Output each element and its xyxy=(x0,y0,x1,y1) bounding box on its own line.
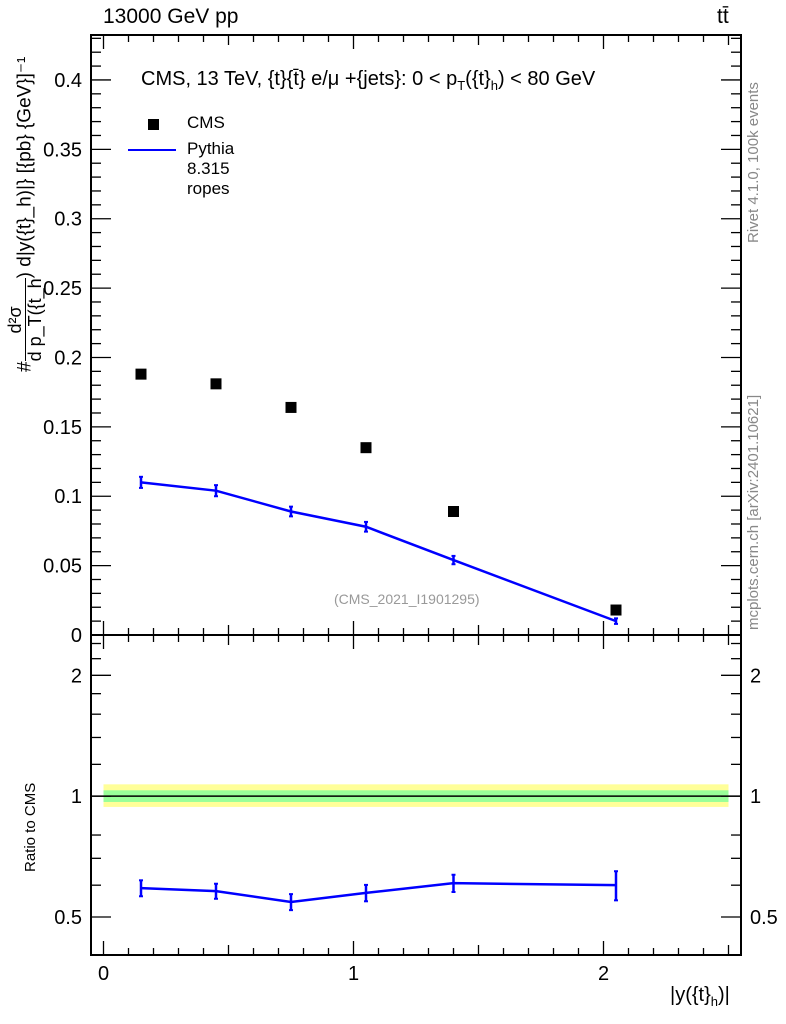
y-tick-label: 0.05 xyxy=(43,556,82,578)
ratio-mc-line xyxy=(140,881,617,904)
ylabel-den: d p_T({t_h xyxy=(25,278,45,362)
x-tick-label: 0 xyxy=(98,963,109,985)
legend-square-icon xyxy=(148,119,159,130)
rivet-label: Rivet 4.1.0, 100k events xyxy=(745,82,762,243)
title-end: ) < 80 GeV xyxy=(497,68,596,90)
ratio-y-tick-label-right: 1 xyxy=(750,786,761,808)
legend-label-mc: Pythia 8.315 ropes xyxy=(187,139,235,198)
xlabel-main: |y({t} xyxy=(670,984,711,1006)
x-tick-label: 2 xyxy=(598,963,609,985)
ylabel-num: d²σ xyxy=(5,278,26,362)
y-tick-label: 0.15 xyxy=(43,417,82,439)
legend-label-cms: CMS xyxy=(187,113,225,132)
ratio-y-tick-label: 2 xyxy=(71,665,82,687)
header-right: tt̄ xyxy=(717,5,729,28)
cms-data-point xyxy=(210,378,222,390)
ratio-frame xyxy=(90,634,742,956)
header-left: 13000 GeV pp xyxy=(103,5,239,28)
y-tick-label: 0.1 xyxy=(54,486,82,508)
mc-line xyxy=(140,481,617,623)
y-tick-label: 0.2 xyxy=(54,347,82,369)
y-tick-label: 0 xyxy=(71,625,82,647)
title-sub1: T xyxy=(457,78,466,93)
x-axis-label: |y({t}h)| xyxy=(670,984,730,1009)
ylabel-rest: ) d|y({t}_h)|} [{pb} {GeV}]⁻¹ xyxy=(14,56,36,279)
cms-data-point xyxy=(135,368,147,380)
title-main: CMS, 13 TeV, {t}{t̄} e/μ +{jets}: 0 < p xyxy=(141,68,458,90)
ratio-y-tick-label-right: 0.5 xyxy=(750,907,778,929)
y-axis-label-main: # d²σ d p_T({t_h) d|y({t}_h)|} [{pb} {GeV}… xyxy=(5,56,45,372)
ratio-y-tick-label-right: 2 xyxy=(750,665,761,687)
analysis-watermark: (CMS_2021_I1901295) xyxy=(334,591,480,607)
plot-title: CMS, 13 TeV, {t}{t̄} e/μ +{jets}: 0 < pT… xyxy=(141,68,595,93)
ratio-y-tick-label: 0.5 xyxy=(54,907,82,929)
cms-data-point xyxy=(285,401,297,413)
title-mid: ({t} xyxy=(465,68,491,90)
y-tick-label: 0.4 xyxy=(54,70,82,92)
ylabel-hash: # xyxy=(14,361,36,372)
title-sub2: h xyxy=(490,78,498,93)
y-axis-label-ratio: Ratio to CMS xyxy=(22,782,39,872)
x-tick-label: 1 xyxy=(348,963,359,985)
ratio-y-tick-label: 1 xyxy=(71,786,82,808)
legend-line-icon xyxy=(128,149,176,151)
y-tick-label: 0.3 xyxy=(54,209,82,231)
xlabel-sub: h xyxy=(710,994,719,1009)
cms-data-point xyxy=(448,506,459,518)
y-tick-label: 0.25 xyxy=(43,278,82,300)
y-tick-label: 0.35 xyxy=(43,139,82,161)
cms-data-point xyxy=(610,604,622,616)
xlabel-end: )| xyxy=(718,984,730,1006)
cms-data-point xyxy=(360,442,372,454)
mcplots-label: mcplots.cern.ch [arXiv:2401.10621] xyxy=(745,394,762,630)
